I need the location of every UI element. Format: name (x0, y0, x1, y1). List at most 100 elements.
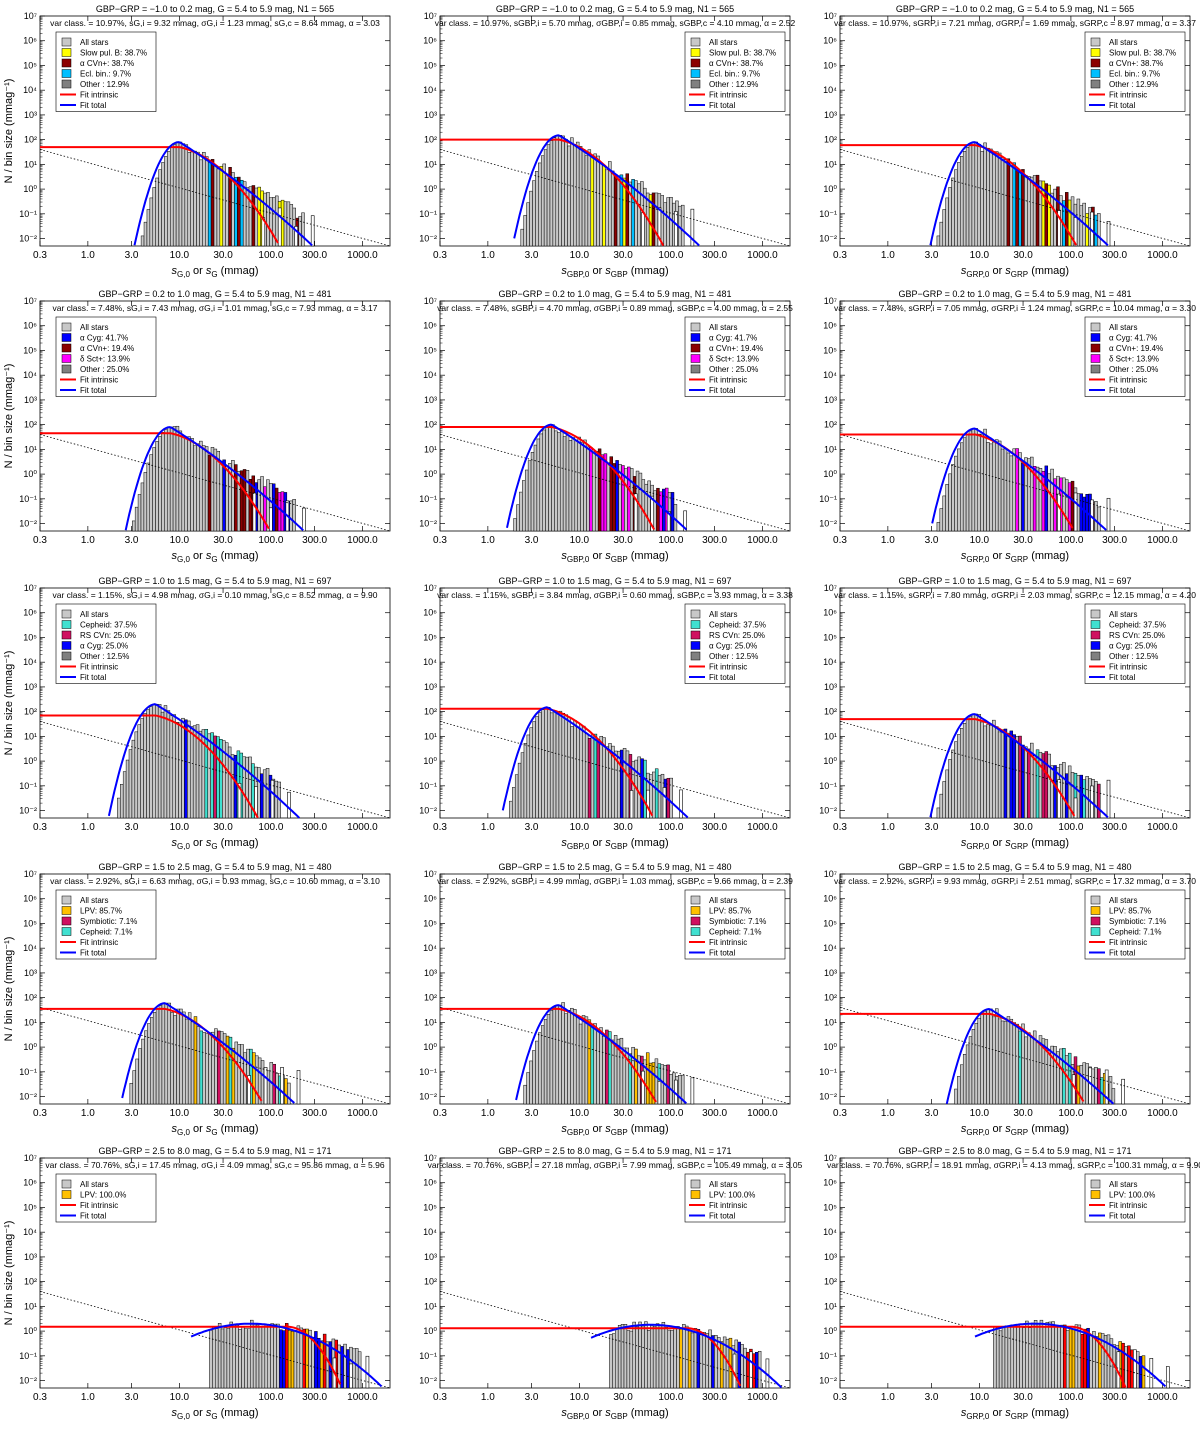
histogram-bar (166, 427, 171, 532)
histogram-bar (512, 787, 516, 819)
x-tick-label: 0.3 (833, 1392, 847, 1403)
histogram-bar (1027, 176, 1031, 247)
histogram-bar (965, 719, 970, 819)
panel-info: var class. = 7.48%, sG,i = 7.43 mmag, σG… (52, 303, 377, 313)
histogram-bar (640, 758, 644, 819)
histogram-bar (1013, 1326, 1017, 1389)
histogram-bar (1036, 1323, 1041, 1389)
histogram-outlier-bar (1106, 221, 1111, 247)
legend-label: α CVn+: 38.7% (709, 59, 763, 68)
legend-swatch (61, 1179, 72, 1189)
histogram-outlier-bar (641, 1070, 645, 1105)
legend-swatch (61, 79, 72, 89)
y-tick-label: 10⁻¹ (819, 209, 837, 219)
histogram (954, 1008, 1125, 1105)
x-tick-label: 100.0 (1058, 1108, 1083, 1119)
legend-box (55, 31, 157, 112)
y-tick-label: 10⁻¹ (19, 1067, 37, 1077)
histogram-bar (526, 1072, 530, 1105)
histogram (520, 135, 695, 247)
x-tick-label: 300.0 (702, 535, 727, 546)
histogram-bar (971, 714, 976, 819)
histogram-bar (545, 426, 549, 532)
histogram-bar (740, 1344, 744, 1389)
x-tick-label: 1000.0 (1147, 535, 1178, 546)
y-tick-label: 10⁵ (423, 632, 437, 642)
histogram-bar (1024, 746, 1028, 819)
panel-info: var class. = 10.97%, sGRP,i = 7.21 mmag,… (834, 18, 1196, 28)
y-tick-label: 10⁰ (823, 756, 837, 766)
y-tick-label: 10¹ (424, 159, 437, 169)
x-tick-label: 3.0 (125, 1108, 139, 1119)
x-tick-label: 1000.0 (347, 1392, 378, 1403)
histogram-bar (164, 1002, 169, 1105)
histogram-bar (645, 1052, 650, 1105)
histogram-bar (526, 202, 530, 247)
histogram-bar (570, 137, 574, 247)
histogram-bar (140, 235, 145, 247)
histogram-bar (301, 212, 305, 247)
x-tick-label: 30.0 (213, 822, 233, 833)
histogram-bar (1062, 1048, 1066, 1105)
histogram-bar (198, 730, 203, 819)
histogram-bar (1030, 176, 1034, 247)
panel-r1-c2: GBP−GRP = −1.0 to 0.2 mag, G = 5.4 to 5.… (419, 4, 795, 279)
histogram-bar (752, 1353, 756, 1389)
x-tick-label: 100.0 (1058, 250, 1083, 261)
histogram-bar (687, 1330, 692, 1389)
legend-label: Fit intrinsic (709, 663, 747, 672)
histogram-bar (276, 1323, 280, 1389)
fit-total-line (121, 1002, 295, 1104)
legend-box (55, 1173, 157, 1223)
histogram-bar (137, 494, 142, 532)
legend-swatch (690, 354, 701, 363)
histogram-bar (620, 1324, 625, 1389)
histogram-bar (536, 438, 541, 532)
legend-label: Other : 12.9% (80, 80, 129, 89)
histogram-bar (149, 706, 153, 819)
histogram-outlier-bar (683, 510, 687, 532)
histogram-bar (250, 1319, 254, 1389)
histogram (129, 1002, 301, 1105)
y-tick-label: 10⁶ (823, 894, 837, 904)
histogram-bar (257, 767, 261, 819)
histogram-bar (167, 151, 171, 247)
legend-box (684, 31, 786, 112)
legend-label: Fit intrinsic (1109, 376, 1147, 385)
histogram-outlier-bar (690, 208, 695, 247)
x-tick-label: 30.0 (1013, 1392, 1033, 1403)
legend-label: All stars (80, 610, 108, 619)
histogram-bar (581, 149, 586, 247)
power-law-line (439, 1007, 791, 1105)
histogram-bar (355, 1348, 359, 1389)
legend-label: Fit total (1109, 1212, 1135, 1221)
histogram-bar (612, 1333, 616, 1389)
y-tick-label: 10⁰ (423, 1042, 437, 1052)
legend-label: All stars (709, 610, 737, 619)
x-tick-label: 100.0 (658, 250, 683, 261)
histogram-bar (957, 448, 961, 532)
histogram-bar (638, 1321, 642, 1389)
y-tick-label: 10⁷ (424, 296, 437, 306)
histogram-bar (1041, 470, 1046, 532)
histogram-bar (245, 470, 250, 532)
legend-swatch (61, 364, 72, 374)
histogram-bar (616, 175, 621, 247)
y-tick-label: 10¹ (24, 159, 37, 169)
x-tick-label: 3.0 (125, 250, 139, 261)
panel-info: var class. = 10.97%, sGBP,i = 5.70 mmag,… (435, 18, 796, 28)
x-tick-label: 300.0 (1102, 822, 1127, 833)
histogram (609, 1321, 770, 1389)
histogram-bar (995, 151, 999, 247)
histogram-bar (1070, 480, 1075, 532)
histogram-bar (986, 724, 990, 819)
x-tick-label: 30.0 (1013, 822, 1033, 833)
histogram-bar (146, 462, 150, 532)
y-tick-label: 10¹ (824, 731, 837, 741)
panel-r2-c2: GBP−GRP = 0.2 to 1.0 mag, G = 5.4 to 5.9… (419, 289, 793, 564)
x-tick-label: 3.0 (925, 822, 939, 833)
histogram-bar (257, 479, 261, 532)
histogram-bar (152, 704, 156, 819)
panel-info: var class. = 1.15%, sGBP,i = 3.84 mmag, … (437, 590, 793, 600)
histogram-bar (610, 1039, 615, 1105)
